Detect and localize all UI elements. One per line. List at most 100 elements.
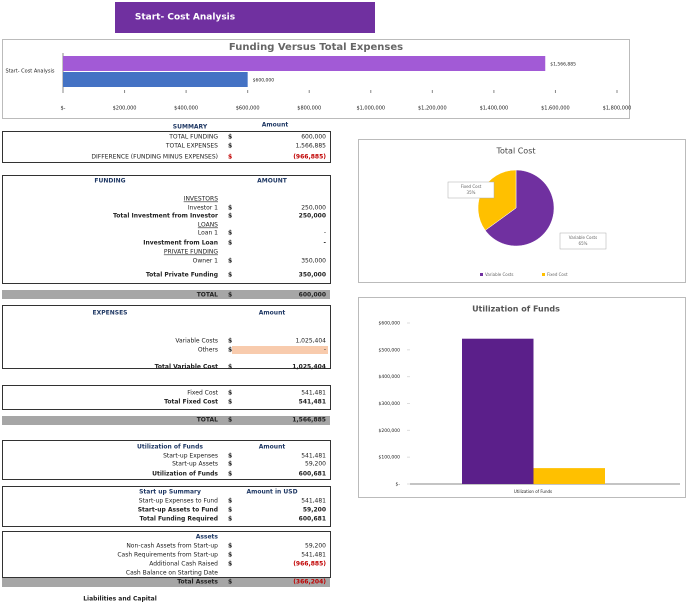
- amount: 1,025,404: [295, 338, 326, 345]
- x-tick-label: $1,600,000: [541, 106, 570, 112]
- amount: 541,481: [301, 390, 326, 397]
- section-header: EXPENSES: [93, 310, 128, 317]
- row-label: DIFFERENCE (FUNDING MINUS EXPENSES): [91, 154, 218, 161]
- row-label: TOTAL: [197, 417, 218, 424]
- currency: $: [228, 205, 232, 212]
- currency: $: [228, 561, 232, 568]
- row-label: INVESTORS: [184, 196, 219, 203]
- amount: (966,885): [293, 561, 326, 568]
- legend-label: Fixed Cost: [547, 272, 568, 277]
- y-tick-label: $300,000: [379, 401, 401, 407]
- currency: $: [228, 143, 232, 150]
- section-header: Assets: [196, 534, 219, 541]
- currency: $: [228, 453, 232, 460]
- currency: $: [228, 579, 232, 586]
- chart-title: Utilization of Funds: [472, 305, 560, 314]
- amount: 541,481: [301, 453, 326, 460]
- x-tick-label: $400,000: [174, 106, 198, 112]
- currency: $: [228, 516, 232, 523]
- row-label: Start-up Assets to Fund: [138, 507, 218, 514]
- currency: $: [228, 543, 232, 550]
- pie-chart-frame: [358, 139, 686, 283]
- row-label: Additional Cash Raised: [149, 561, 218, 568]
- callout-value: 35%: [467, 190, 476, 195]
- amount-header: Amount: [262, 122, 289, 129]
- callout-label: Variable Costs: [569, 235, 597, 240]
- util-chart-frame: [358, 297, 686, 498]
- bar: [462, 338, 534, 484]
- x-tick-label: $200,000: [113, 106, 137, 112]
- pie-slice: [484, 169, 555, 247]
- y-tick-label: $600,000: [379, 321, 401, 327]
- amount: 250,000: [301, 205, 326, 212]
- row-label: Total Assets: [177, 579, 218, 586]
- amount: -: [324, 240, 327, 247]
- row-label: Others: [198, 347, 218, 354]
- y-tick-label: $400,000: [379, 374, 401, 380]
- row-label: Investment from Loan: [143, 240, 218, 247]
- currency: $: [228, 399, 232, 406]
- currency: $: [228, 230, 232, 237]
- currency: $: [228, 240, 232, 247]
- section-header: SUMMARY: [173, 124, 208, 131]
- row-label: Total Private Funding: [146, 272, 218, 279]
- section-header: FUNDING: [94, 178, 125, 185]
- amount: 1,025,404: [292, 364, 326, 371]
- amount: 1,566,885: [295, 143, 326, 150]
- currency: $: [228, 498, 232, 505]
- currency: $: [228, 154, 232, 161]
- row-label: Total Funding Required: [140, 516, 218, 523]
- currency: $: [228, 338, 232, 345]
- legend-swatch: [542, 273, 545, 276]
- value-label: $1,566,885: [550, 62, 576, 68]
- amount: 250,000: [299, 213, 326, 220]
- x-tick-label: $1,400,000: [480, 106, 509, 112]
- currency: $: [228, 292, 232, 299]
- bar: [63, 72, 248, 87]
- amount: 600,000: [301, 134, 326, 141]
- amount: (966,885): [293, 154, 326, 161]
- amount: 600,000: [299, 292, 326, 299]
- row-label: Start-up Assets: [172, 461, 218, 468]
- row-label: Start-up Expenses: [163, 453, 218, 460]
- currency: $: [228, 272, 232, 279]
- currency: $: [228, 213, 232, 220]
- bar: [63, 56, 546, 71]
- y-tick-label: $500,000: [379, 347, 401, 353]
- x-tick-label: $-: [61, 106, 66, 112]
- currency: $: [228, 390, 232, 397]
- x-tick-label: $600,000: [236, 106, 260, 112]
- y-tick-label: $200,000: [379, 428, 401, 434]
- x-tick-label: $800,000: [297, 106, 321, 112]
- callout-value: 65%: [579, 241, 588, 246]
- row-label: Total Variable Cost: [155, 364, 219, 371]
- amount-header: Amount: [259, 444, 286, 451]
- table-borders: [2, 131, 331, 578]
- title-band: [115, 2, 375, 33]
- sheet-title: Start- Cost Analysis: [135, 13, 235, 23]
- row-label: Start-up Expenses to Fund: [139, 498, 218, 505]
- amount: (366,204): [293, 579, 326, 586]
- row-label: Total Investment from Investor: [113, 213, 218, 220]
- callout-box: [447, 181, 495, 199]
- currency: $: [228, 347, 232, 354]
- amount: 600,681: [299, 471, 326, 478]
- row-label: Cash Balance on Starting Date: [126, 570, 218, 577]
- y-tick-label: $-: [396, 482, 401, 488]
- currency: $: [228, 258, 232, 265]
- row-label: TOTAL FUNDING: [168, 134, 218, 141]
- category-label: Start- Cost Analysis: [6, 69, 55, 75]
- amount: 59,200: [303, 507, 326, 514]
- y-tick-label: $100,000: [379, 455, 401, 461]
- chart-title: Funding Versus Total Expenses: [229, 42, 403, 53]
- row-label: PRIVATE FUNDING: [164, 249, 218, 256]
- legend-swatch: [480, 273, 483, 276]
- currency: $: [228, 461, 232, 468]
- row-label: LOANS: [198, 222, 218, 229]
- amount: 59,200: [305, 461, 326, 468]
- x-tick-label: $1,000,000: [356, 106, 385, 112]
- row-label: TOTAL EXPENSES: [165, 143, 218, 150]
- row-label: Variable Costs: [175, 338, 218, 345]
- row-label: Liabilities and Capital: [83, 596, 157, 603]
